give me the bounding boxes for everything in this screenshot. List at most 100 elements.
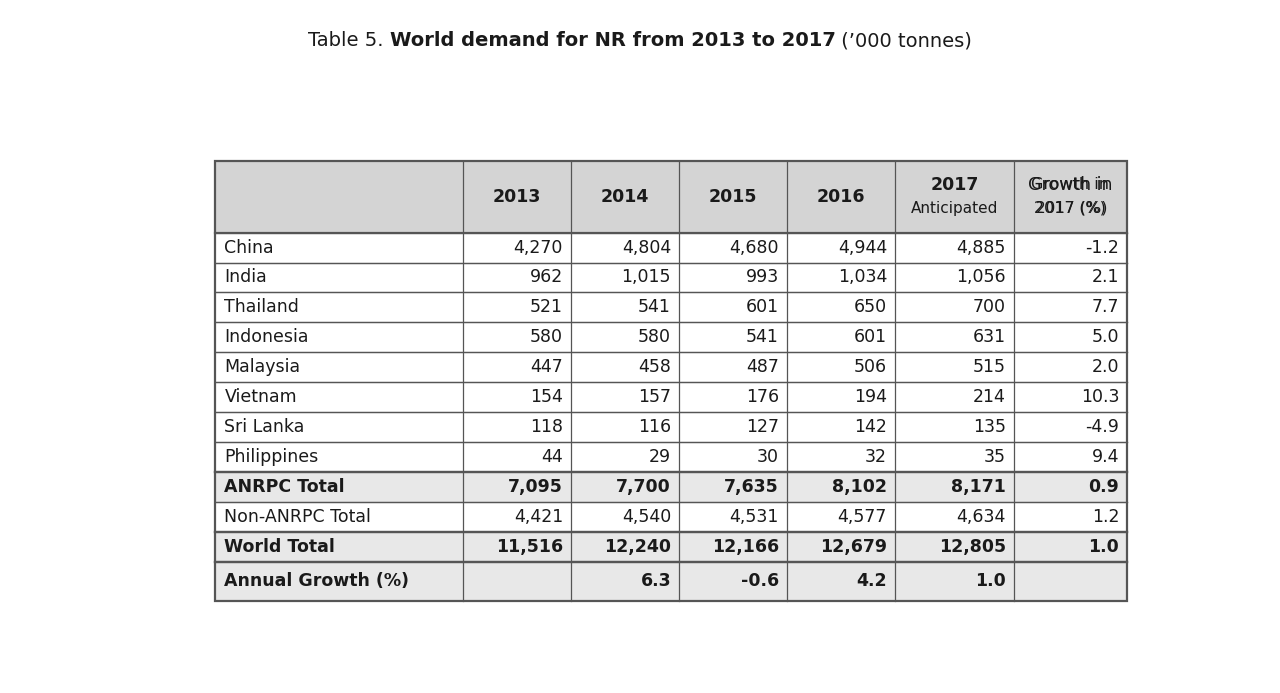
Text: 6.3: 6.3 xyxy=(640,572,671,590)
Text: 601: 601 xyxy=(854,328,887,346)
Text: Anticipated: Anticipated xyxy=(910,201,998,216)
Text: 127: 127 xyxy=(746,418,780,436)
Bar xyxy=(215,322,1128,352)
Text: (’000 tonnes): (’000 tonnes) xyxy=(836,31,973,50)
Text: 44: 44 xyxy=(541,448,563,466)
Text: 135: 135 xyxy=(973,418,1006,436)
Text: 506: 506 xyxy=(854,358,887,376)
Text: World Total: World Total xyxy=(224,538,335,556)
Text: 12,679: 12,679 xyxy=(820,538,887,556)
Text: 521: 521 xyxy=(530,299,563,317)
Text: Table 5.: Table 5. xyxy=(307,31,389,50)
Text: ANRPC Total: ANRPC Total xyxy=(224,478,346,496)
Text: 32: 32 xyxy=(865,448,887,466)
Text: 5.0: 5.0 xyxy=(1092,328,1119,346)
Text: 12,805: 12,805 xyxy=(938,538,1006,556)
Text: 2017 (%): 2017 (%) xyxy=(1036,201,1106,216)
Text: Sri Lanka: Sri Lanka xyxy=(224,418,305,436)
Text: India: India xyxy=(224,268,268,286)
Bar xyxy=(215,161,1128,601)
Text: 4,680: 4,680 xyxy=(730,238,780,256)
Text: Indonesia: Indonesia xyxy=(224,328,308,346)
Text: 118: 118 xyxy=(530,418,563,436)
Text: -4.9: -4.9 xyxy=(1085,418,1119,436)
Text: Philippines: Philippines xyxy=(224,448,319,466)
Text: Vietnam: Vietnam xyxy=(224,388,297,406)
Text: 2.1: 2.1 xyxy=(1092,268,1119,286)
Bar xyxy=(215,263,1128,292)
Text: 0.9: 0.9 xyxy=(1088,478,1119,496)
Text: 4,270: 4,270 xyxy=(513,238,563,256)
Text: 2017 (%): 2017 (%) xyxy=(1034,201,1107,216)
Bar xyxy=(215,161,1128,233)
Text: 1.0: 1.0 xyxy=(975,572,1006,590)
Text: 700: 700 xyxy=(973,299,1006,317)
Text: 4,540: 4,540 xyxy=(622,508,671,526)
Text: -0.6: -0.6 xyxy=(741,572,780,590)
Bar xyxy=(215,532,1128,562)
Text: China: China xyxy=(224,238,274,256)
Text: 1,015: 1,015 xyxy=(622,268,671,286)
Text: 8,171: 8,171 xyxy=(951,478,1006,496)
Text: Non-ANRPC Total: Non-ANRPC Total xyxy=(224,508,371,526)
Text: 116: 116 xyxy=(637,418,671,436)
Text: 4.2: 4.2 xyxy=(856,572,887,590)
Text: 1,034: 1,034 xyxy=(837,268,887,286)
Text: -1.2: -1.2 xyxy=(1085,238,1119,256)
Text: 7,635: 7,635 xyxy=(724,478,780,496)
Text: 2016: 2016 xyxy=(817,188,865,206)
Text: 4,421: 4,421 xyxy=(513,508,563,526)
Text: 4,944: 4,944 xyxy=(838,238,887,256)
Text: 580: 580 xyxy=(530,328,563,346)
Text: Malaysia: Malaysia xyxy=(224,358,301,376)
Text: 458: 458 xyxy=(639,358,671,376)
Text: 993: 993 xyxy=(746,268,780,286)
Text: 601: 601 xyxy=(746,299,780,317)
Bar xyxy=(215,383,1128,412)
Text: 7,700: 7,700 xyxy=(616,478,671,496)
Text: Thailand: Thailand xyxy=(224,299,300,317)
Text: 142: 142 xyxy=(854,418,887,436)
Text: 10.3: 10.3 xyxy=(1080,388,1119,406)
Text: 541: 541 xyxy=(639,299,671,317)
Bar xyxy=(215,472,1128,502)
Text: 2014: 2014 xyxy=(600,188,649,206)
Text: 4,531: 4,531 xyxy=(730,508,780,526)
Bar xyxy=(215,502,1128,532)
Text: 4,634: 4,634 xyxy=(956,508,1006,526)
Text: 4,885: 4,885 xyxy=(956,238,1006,256)
Text: 2015: 2015 xyxy=(709,188,758,206)
Bar xyxy=(215,412,1128,442)
Text: 487: 487 xyxy=(746,358,780,376)
Text: 962: 962 xyxy=(530,268,563,286)
Text: World demand for NR from 2013 to 2017: World demand for NR from 2013 to 2017 xyxy=(389,31,836,50)
Text: 4,577: 4,577 xyxy=(837,508,887,526)
Text: 1,056: 1,056 xyxy=(956,268,1006,286)
Text: 30: 30 xyxy=(756,448,780,466)
Text: 157: 157 xyxy=(637,388,671,406)
Text: 2017: 2017 xyxy=(931,176,979,194)
Bar xyxy=(215,233,1128,263)
Text: 2013: 2013 xyxy=(493,188,541,206)
Text: 214: 214 xyxy=(973,388,1006,406)
Text: 194: 194 xyxy=(854,388,887,406)
Text: 650: 650 xyxy=(854,299,887,317)
Bar xyxy=(215,442,1128,472)
Text: 12,240: 12,240 xyxy=(604,538,671,556)
Text: 7.7: 7.7 xyxy=(1092,299,1119,317)
Text: 1.2: 1.2 xyxy=(1092,508,1119,526)
Text: 35: 35 xyxy=(984,448,1006,466)
Text: 447: 447 xyxy=(530,358,563,376)
Text: 2.0: 2.0 xyxy=(1092,358,1119,376)
Text: 11,516: 11,516 xyxy=(495,538,563,556)
Text: 154: 154 xyxy=(530,388,563,406)
Text: 580: 580 xyxy=(637,328,671,346)
Text: 29: 29 xyxy=(649,448,671,466)
Text: 4,804: 4,804 xyxy=(622,238,671,256)
Text: 631: 631 xyxy=(973,328,1006,346)
Text: 176: 176 xyxy=(746,388,780,406)
Text: 1.0: 1.0 xyxy=(1088,538,1119,556)
Bar xyxy=(215,292,1128,322)
Text: 7,095: 7,095 xyxy=(508,478,563,496)
Text: 515: 515 xyxy=(973,358,1006,376)
